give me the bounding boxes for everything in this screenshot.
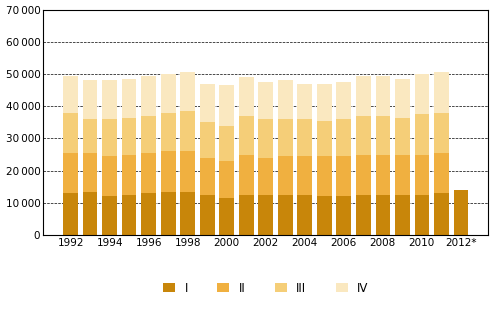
Bar (258, 82, 273, 119)
Bar (141, 76, 156, 116)
Bar (161, 192, 175, 235)
Bar (219, 85, 234, 126)
Bar (395, 79, 410, 117)
Bar (297, 119, 312, 156)
Bar (102, 119, 117, 156)
Bar (239, 195, 253, 235)
Bar (375, 195, 390, 235)
Bar (161, 151, 175, 192)
Bar (200, 195, 214, 235)
Bar (63, 76, 78, 113)
Bar (219, 161, 234, 198)
Legend: I, II, III, IV: I, II, III, IV (163, 282, 369, 295)
Bar (336, 82, 351, 119)
Bar (141, 116, 156, 153)
Bar (239, 77, 253, 116)
Bar (375, 154, 390, 195)
Bar (258, 119, 273, 158)
Bar (102, 196, 117, 235)
Bar (297, 195, 312, 235)
Bar (141, 153, 156, 193)
Bar (180, 192, 195, 235)
Bar (317, 156, 331, 196)
Bar (63, 153, 78, 193)
Bar (63, 113, 78, 153)
Bar (180, 111, 195, 151)
Bar (317, 121, 331, 156)
Bar (278, 195, 292, 235)
Bar (356, 116, 370, 154)
Bar (200, 84, 214, 122)
Bar (356, 195, 370, 235)
Bar (414, 74, 429, 114)
Bar (180, 151, 195, 192)
Bar (200, 122, 214, 158)
Bar (336, 119, 351, 156)
Bar (297, 156, 312, 195)
Bar (336, 156, 351, 196)
Bar (219, 126, 234, 161)
Bar (180, 72, 195, 111)
Bar (395, 154, 410, 195)
Bar (414, 195, 429, 235)
Bar (83, 153, 97, 192)
Bar (161, 74, 175, 113)
Bar (258, 195, 273, 235)
Bar (102, 80, 117, 119)
Bar (434, 153, 449, 193)
Bar (63, 193, 78, 235)
Bar (375, 116, 390, 154)
Bar (356, 76, 370, 116)
Bar (434, 72, 449, 113)
Bar (297, 84, 312, 119)
Bar (356, 154, 370, 195)
Bar (395, 117, 410, 154)
Bar (83, 192, 97, 235)
Bar (375, 76, 390, 116)
Bar (317, 84, 331, 121)
Bar (141, 193, 156, 235)
Bar (278, 80, 292, 119)
Bar (200, 158, 214, 195)
Bar (317, 196, 331, 235)
Bar (336, 196, 351, 235)
Bar (434, 113, 449, 153)
Bar (278, 119, 292, 156)
Bar (395, 195, 410, 235)
Bar (83, 80, 97, 119)
Bar (122, 154, 136, 195)
Bar (122, 117, 136, 154)
Bar (122, 195, 136, 235)
Bar (434, 193, 449, 235)
Bar (414, 114, 429, 154)
Bar (239, 154, 253, 195)
Bar (239, 116, 253, 154)
Bar (83, 119, 97, 153)
Bar (122, 79, 136, 117)
Bar (219, 198, 234, 235)
Bar (161, 113, 175, 151)
Bar (453, 190, 468, 235)
Bar (258, 158, 273, 195)
Bar (278, 156, 292, 195)
Bar (414, 154, 429, 195)
Bar (102, 156, 117, 196)
